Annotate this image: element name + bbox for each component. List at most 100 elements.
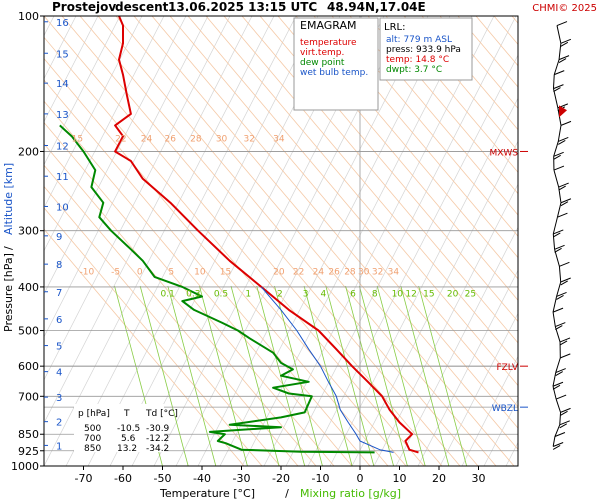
x-tick-label: -40 (193, 472, 211, 485)
altitude-tick-label: 3 (56, 393, 62, 404)
altitude-tick-label: 1 (56, 441, 62, 452)
legend-item-temperature: temperature (300, 38, 357, 48)
wind-barb-staff (552, 386, 557, 400)
copyright: CHMI© 2025 (532, 3, 597, 14)
y-tick-label: 925 (18, 445, 39, 458)
lrl-dwpt: dwpt: 3.7 °C (386, 65, 442, 75)
mixing-ratio-line (376, 285, 426, 466)
wind-barb (552, 445, 561, 450)
header-station: Prostejov (52, 0, 116, 14)
mixing-ratio-label: 25 (465, 289, 476, 299)
pot-temp-label: 34 (273, 134, 285, 144)
table-row: 13.2 (117, 444, 137, 454)
wind-barb-staff (552, 312, 556, 327)
isotherm-line (197, 16, 429, 466)
isotherm-line (505, 441, 518, 466)
altitude-tick-label: 4 (56, 368, 62, 379)
dry-adiabat-line (187, 16, 518, 408)
wind-barb-staff (557, 125, 562, 142)
pot-temp-label: 22 (115, 134, 126, 144)
data-table-box (74, 404, 164, 452)
wind-barb-staff (558, 43, 562, 60)
pot-temp-label: 20 (273, 267, 285, 277)
x-tick-label: -30 (233, 472, 251, 485)
dry-adiabat-line (349, 16, 518, 216)
mixing-ratio-line (230, 285, 280, 466)
wind-barb (554, 70, 565, 76)
wind-barb (557, 212, 568, 218)
dry-adiabat-line (97, 16, 479, 466)
lrl-title: LRL: (384, 22, 405, 33)
wind-barb-staff (552, 217, 558, 235)
altitude-tick-label: 16 (56, 18, 69, 29)
pot-temp-label: 30 (358, 267, 370, 277)
mixing-ratio-label: 4 (320, 289, 326, 299)
x-tick-label: -10 (312, 472, 330, 485)
pot-temp-label: 5 (168, 267, 174, 277)
y-axis-label: Pressure [hPa] (2, 253, 15, 332)
altitude-tick-label: 13 (56, 110, 69, 121)
y-tick-label: 500 (18, 325, 39, 338)
wind-barb (555, 368, 566, 374)
altitude-tick-label: 12 (56, 142, 69, 153)
wind-barb-staff (555, 398, 562, 413)
dry-adiabat-line (151, 16, 518, 451)
wind-barb (558, 136, 569, 142)
wind-barb (555, 394, 567, 400)
mixing-ratio-line (345, 285, 394, 466)
pot-temp-label: 32 (243, 134, 254, 144)
wind-barb-staff (554, 424, 561, 437)
y-tick-label: 1000 (11, 460, 39, 473)
table-row: -30.9 (146, 424, 170, 434)
pot-temp-label: 34 (388, 267, 400, 277)
table-row: 700 (84, 434, 101, 444)
lrl-alt: alt: 779 m ASL (386, 35, 452, 45)
wind-barb (558, 55, 570, 61)
altitude-tick-label: 8 (56, 260, 62, 271)
mixing-ratio-label: 1 (245, 289, 251, 299)
wind-barb (560, 198, 572, 204)
isotherm-line (439, 312, 518, 466)
dry-adiabat-line (566, 16, 600, 466)
isotherm-line (0, 16, 10, 466)
wind-barb (554, 244, 565, 250)
y-tick-label: 200 (18, 145, 39, 158)
table-row: 500 (84, 424, 101, 434)
wind-barb (553, 232, 561, 238)
wind-barb-staff (554, 249, 560, 267)
y-tick-label: 700 (18, 390, 39, 403)
y-axis-label-2: Altitude [km] (2, 163, 15, 235)
dry-adiabat-line (44, 228, 245, 466)
table-header-td: Td [°C] (145, 409, 178, 419)
isotherm-line (65, 16, 297, 466)
table-row: -10.5 (117, 424, 140, 434)
y-tick-label: 850 (18, 428, 39, 441)
mixing-ratio-label: 10 (392, 289, 404, 299)
wind-barb-staff (553, 169, 560, 188)
pot-temp-label: 22 (293, 267, 304, 277)
pot-temp-label: 28 (190, 134, 202, 144)
header-datetime: 13.06.2025 13:15 UTC (168, 0, 317, 14)
mixing-ratio-label: 15 (423, 289, 434, 299)
pot-temp-label: 24 (141, 134, 153, 144)
wind-barb (560, 280, 568, 286)
header-coords: 48.94N,17.04E (327, 0, 426, 14)
wind-barb (558, 185, 566, 191)
dry-adiabat-line (44, 143, 317, 466)
mixing-ratio-label: 6 (350, 289, 356, 299)
wind-barb-staff (552, 296, 558, 313)
wind-barb (560, 353, 571, 359)
isotherm-line (87, 16, 319, 466)
series-temperatureline (114, 16, 419, 454)
wind-barb (553, 229, 564, 235)
series-wet-bulb-temp-line (260, 286, 394, 453)
dry-adiabat-line (115, 16, 497, 466)
table-row: -34.2 (146, 444, 169, 454)
isotherm-line (395, 226, 518, 466)
mixing-ratio-line (167, 285, 217, 466)
dry-adiabat-line (44, 164, 299, 466)
wind-barb (554, 432, 566, 437)
mixing-ratio-label: 12 (405, 289, 416, 299)
x-tick-label: -50 (154, 472, 172, 485)
